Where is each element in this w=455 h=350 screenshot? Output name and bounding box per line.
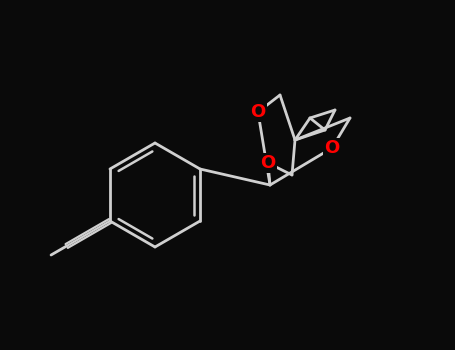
Text: O: O (324, 139, 339, 157)
Text: O: O (260, 154, 276, 172)
Text: O: O (250, 103, 266, 121)
